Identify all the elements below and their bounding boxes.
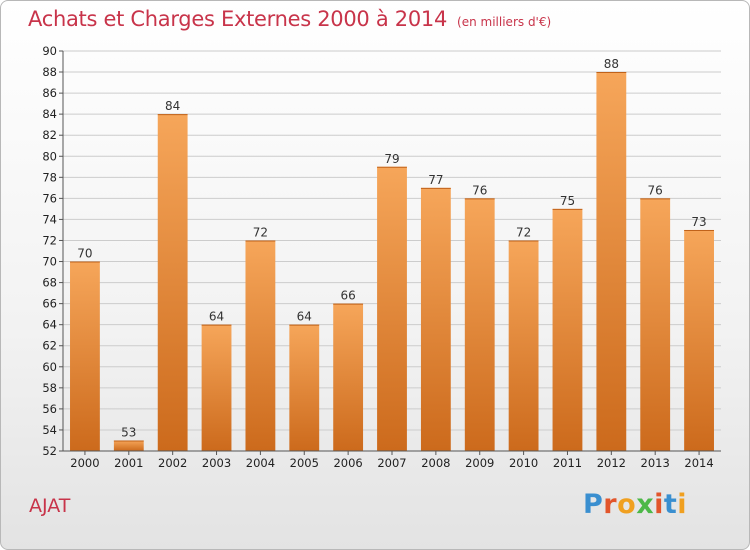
logo-letter: t [663,489,678,520]
x-tick-label: 2002 [158,456,187,470]
data-label: 66 [340,289,355,303]
y-tick-label: 80 [42,149,57,163]
bar [113,440,144,451]
y-tick-label: 58 [42,381,57,395]
axes [62,51,721,452]
commune-name: AJAT [29,495,71,517]
y-tick-label: 84 [42,107,57,121]
data-label: 73 [691,215,706,229]
y-tick-label: 60 [42,360,57,374]
y-tick-label: 76 [42,191,57,205]
y-tick-label: 88 [42,65,57,79]
data-label: 70 [77,247,92,261]
chart-title: Achats et Charges Externes 2000 à 2014 [28,7,448,31]
y-tick-label: 68 [42,276,57,290]
y-tick-label: 78 [42,170,57,184]
bar [289,324,320,451]
chart-title-line: Achats et Charges Externes 2000 à 2014 (e… [28,7,551,31]
bar [70,261,100,451]
data-label: 77 [428,173,443,187]
bar [552,208,583,451]
x-tick-label: 2000 [70,456,99,470]
bar [201,324,232,451]
x-tick-label: 2001 [114,456,143,470]
logo-letter: x [636,489,655,520]
x-tick-label: 2005 [290,456,319,470]
bar [157,114,188,451]
data-label: 76 [648,183,663,197]
bars [70,72,714,451]
x-tick-label: 2003 [202,456,231,470]
x-tick-label: 2008 [421,456,450,470]
logo-letter: i [677,489,688,520]
data-label: 88 [604,57,619,71]
x-tick-label: 2010 [509,456,538,470]
logo-letter: r [603,489,618,520]
logo-letter: i [654,489,664,520]
x-tick-label: 2012 [597,456,626,470]
y-tick-label: 90 [42,44,57,58]
y-tick-label: 56 [42,402,57,416]
proxiti-logo: Proxiti [583,489,687,520]
bar [333,303,364,451]
data-label: 72 [516,225,531,239]
y-tick-label: 74 [42,212,57,226]
y-tick-label: 66 [42,297,57,311]
bar [464,198,495,451]
bar [245,240,276,451]
data-labels: 70 53 84 64 72 64 66 79 77 76 72 75 88 76 73 [77,57,706,439]
chart-subtitle: (en milliers d'€) [457,15,552,29]
x-tick-label: 2011 [553,456,582,470]
bar [640,198,671,451]
logo-letter: o [617,489,637,520]
logo-letter: P [583,489,604,520]
y-tick-label: 72 [42,233,57,247]
data-label: 64 [297,310,312,324]
y-tick-label: 82 [42,128,57,142]
bar [684,229,714,451]
data-label: 72 [253,225,268,239]
bar [420,187,451,451]
x-tick-label: 2007 [377,456,406,470]
data-label: 64 [209,310,224,324]
data-label: 53 [121,425,136,439]
x-tick-label: 2006 [333,456,362,470]
x-tick-label: 2004 [246,456,275,470]
x-tick-label: 2009 [465,456,494,470]
y-tick-label: 70 [42,255,57,269]
bar [377,166,407,451]
data-label: 84 [165,99,180,113]
bar [508,240,539,451]
data-label: 75 [560,194,575,208]
bar [596,72,627,451]
y-tick-label: 62 [42,339,57,353]
y-axis-ticks: 52 54 56 58 60 62 64 66 68 70 72 74 76 78 80 82 84 86 88 90 [42,44,63,458]
y-tick-label: 64 [42,318,57,332]
y-tick-label: 86 [42,86,57,100]
x-tick-label: 2014 [684,456,713,470]
x-axis-ticks: 2000 2001 2002 2003 2004 2005 2006 2007 2008 2009… [70,451,714,470]
y-tick-label: 52 [42,444,57,458]
data-label: 79 [384,152,399,166]
x-tick-label: 2013 [641,456,670,470]
data-label: 76 [472,183,487,197]
y-tick-label: 54 [42,423,57,437]
